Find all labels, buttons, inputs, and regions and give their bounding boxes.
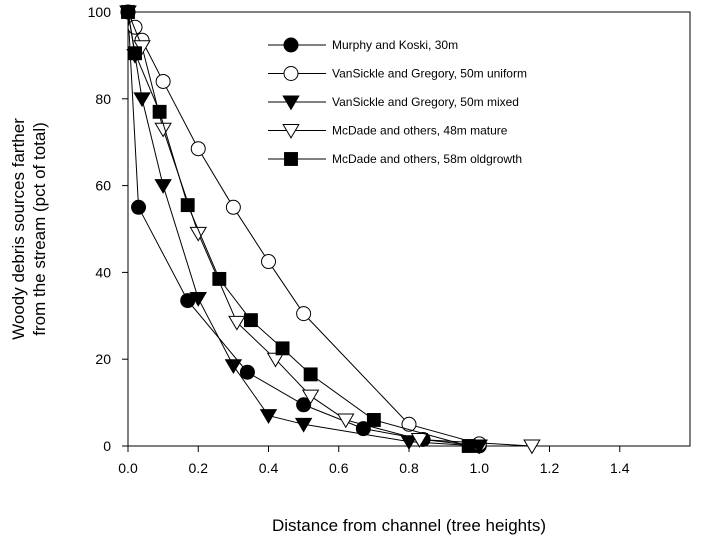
y-tick-label: 100 <box>88 4 112 20</box>
x-tick-label: 0.8 <box>399 460 419 476</box>
data-point <box>400 435 418 450</box>
series-line <box>127 11 480 447</box>
legend-label: McDade and others, 48m mature <box>332 124 508 138</box>
y-tick-label: 20 <box>95 351 111 367</box>
data-point <box>152 104 167 119</box>
legend-item: Murphy and Koski, 30m <box>268 37 458 53</box>
y-axis-title-line-1: Woody debris sources farther <box>9 118 28 340</box>
data-point <box>228 315 246 331</box>
x-tick-label: 1.2 <box>540 460 560 476</box>
data-point <box>189 226 207 242</box>
data-point <box>121 5 135 19</box>
data-point <box>154 179 172 194</box>
data-point <box>461 439 476 453</box>
data-point <box>301 389 320 405</box>
legend-label: Murphy and Koski, 30m <box>332 38 458 52</box>
legend-label: VanSickle and Gregory, 50m uniform <box>332 67 527 81</box>
data-point <box>128 46 142 61</box>
x-tick-label: 0.6 <box>329 460 349 476</box>
series-line <box>127 11 532 447</box>
x-tick-label: 0.2 <box>189 460 209 476</box>
data-point <box>154 122 172 138</box>
x-tick-label: 1.4 <box>610 460 630 476</box>
legend-marker <box>283 66 299 81</box>
x-axis-title: Distance from channel (tree heights) <box>272 516 546 535</box>
legend-marker <box>283 37 299 53</box>
y-tick-label: 60 <box>95 178 111 194</box>
data-point <box>224 359 243 375</box>
data-point <box>275 341 290 356</box>
data-point <box>212 271 227 286</box>
legend-item: VanSickle and Gregory, 50m mixed <box>268 95 519 111</box>
y-axis: 0 20 40 60 80 100 <box>88 4 128 454</box>
data-point <box>131 199 147 215</box>
data-point <box>366 413 381 427</box>
data-point <box>243 313 258 328</box>
legend-marker <box>282 95 300 111</box>
data-point <box>294 417 313 433</box>
legend-item: McDade and others, 48m mature <box>268 124 508 139</box>
data-point <box>303 367 318 382</box>
legend-label: McDade and others, 58m oldgrowth <box>332 152 522 166</box>
x-tick-label: 1.0 <box>470 460 490 476</box>
y-axis-title-line-2: from the stream (pct of total) <box>30 122 49 336</box>
series-2 <box>120 4 487 452</box>
data-point <box>133 92 151 108</box>
data-point <box>296 306 312 322</box>
data-point <box>259 409 278 424</box>
x-axis: 0.0 0.2 0.4 0.6 0.8 1.0 1.2 1.4 <box>118 446 630 476</box>
series-line <box>127 11 469 447</box>
data-point <box>225 199 241 215</box>
legend: Murphy and Koski, 30m VanSickle and Grego… <box>268 37 527 166</box>
data-point <box>180 198 195 213</box>
legend-marker <box>284 152 298 166</box>
data-point <box>155 73 171 89</box>
series-5 <box>121 5 476 453</box>
data-point <box>266 352 285 368</box>
legend-label: VanSickle and Gregory, 50m mixed <box>332 95 519 109</box>
x-tick-label: 0.4 <box>259 460 279 476</box>
legend-item: VanSickle and Gregory, 50m uniform <box>268 66 527 81</box>
x-tick-label: 0.0 <box>118 460 138 476</box>
legend-item: McDade and others, 58m oldgrowth <box>268 152 522 166</box>
data-point <box>296 397 312 413</box>
data-point <box>410 433 429 448</box>
series-layer <box>119 4 541 455</box>
y-tick-label: 0 <box>103 438 111 454</box>
data-point <box>261 254 276 270</box>
data-point <box>401 416 417 432</box>
y-tick-label: 40 <box>95 264 111 280</box>
data-point <box>239 364 255 380</box>
data-point <box>337 413 355 429</box>
legend-marker <box>282 124 300 139</box>
data-point <box>189 291 207 307</box>
data-point <box>190 141 206 157</box>
data-point <box>523 439 541 455</box>
y-tick-label: 80 <box>95 91 111 107</box>
